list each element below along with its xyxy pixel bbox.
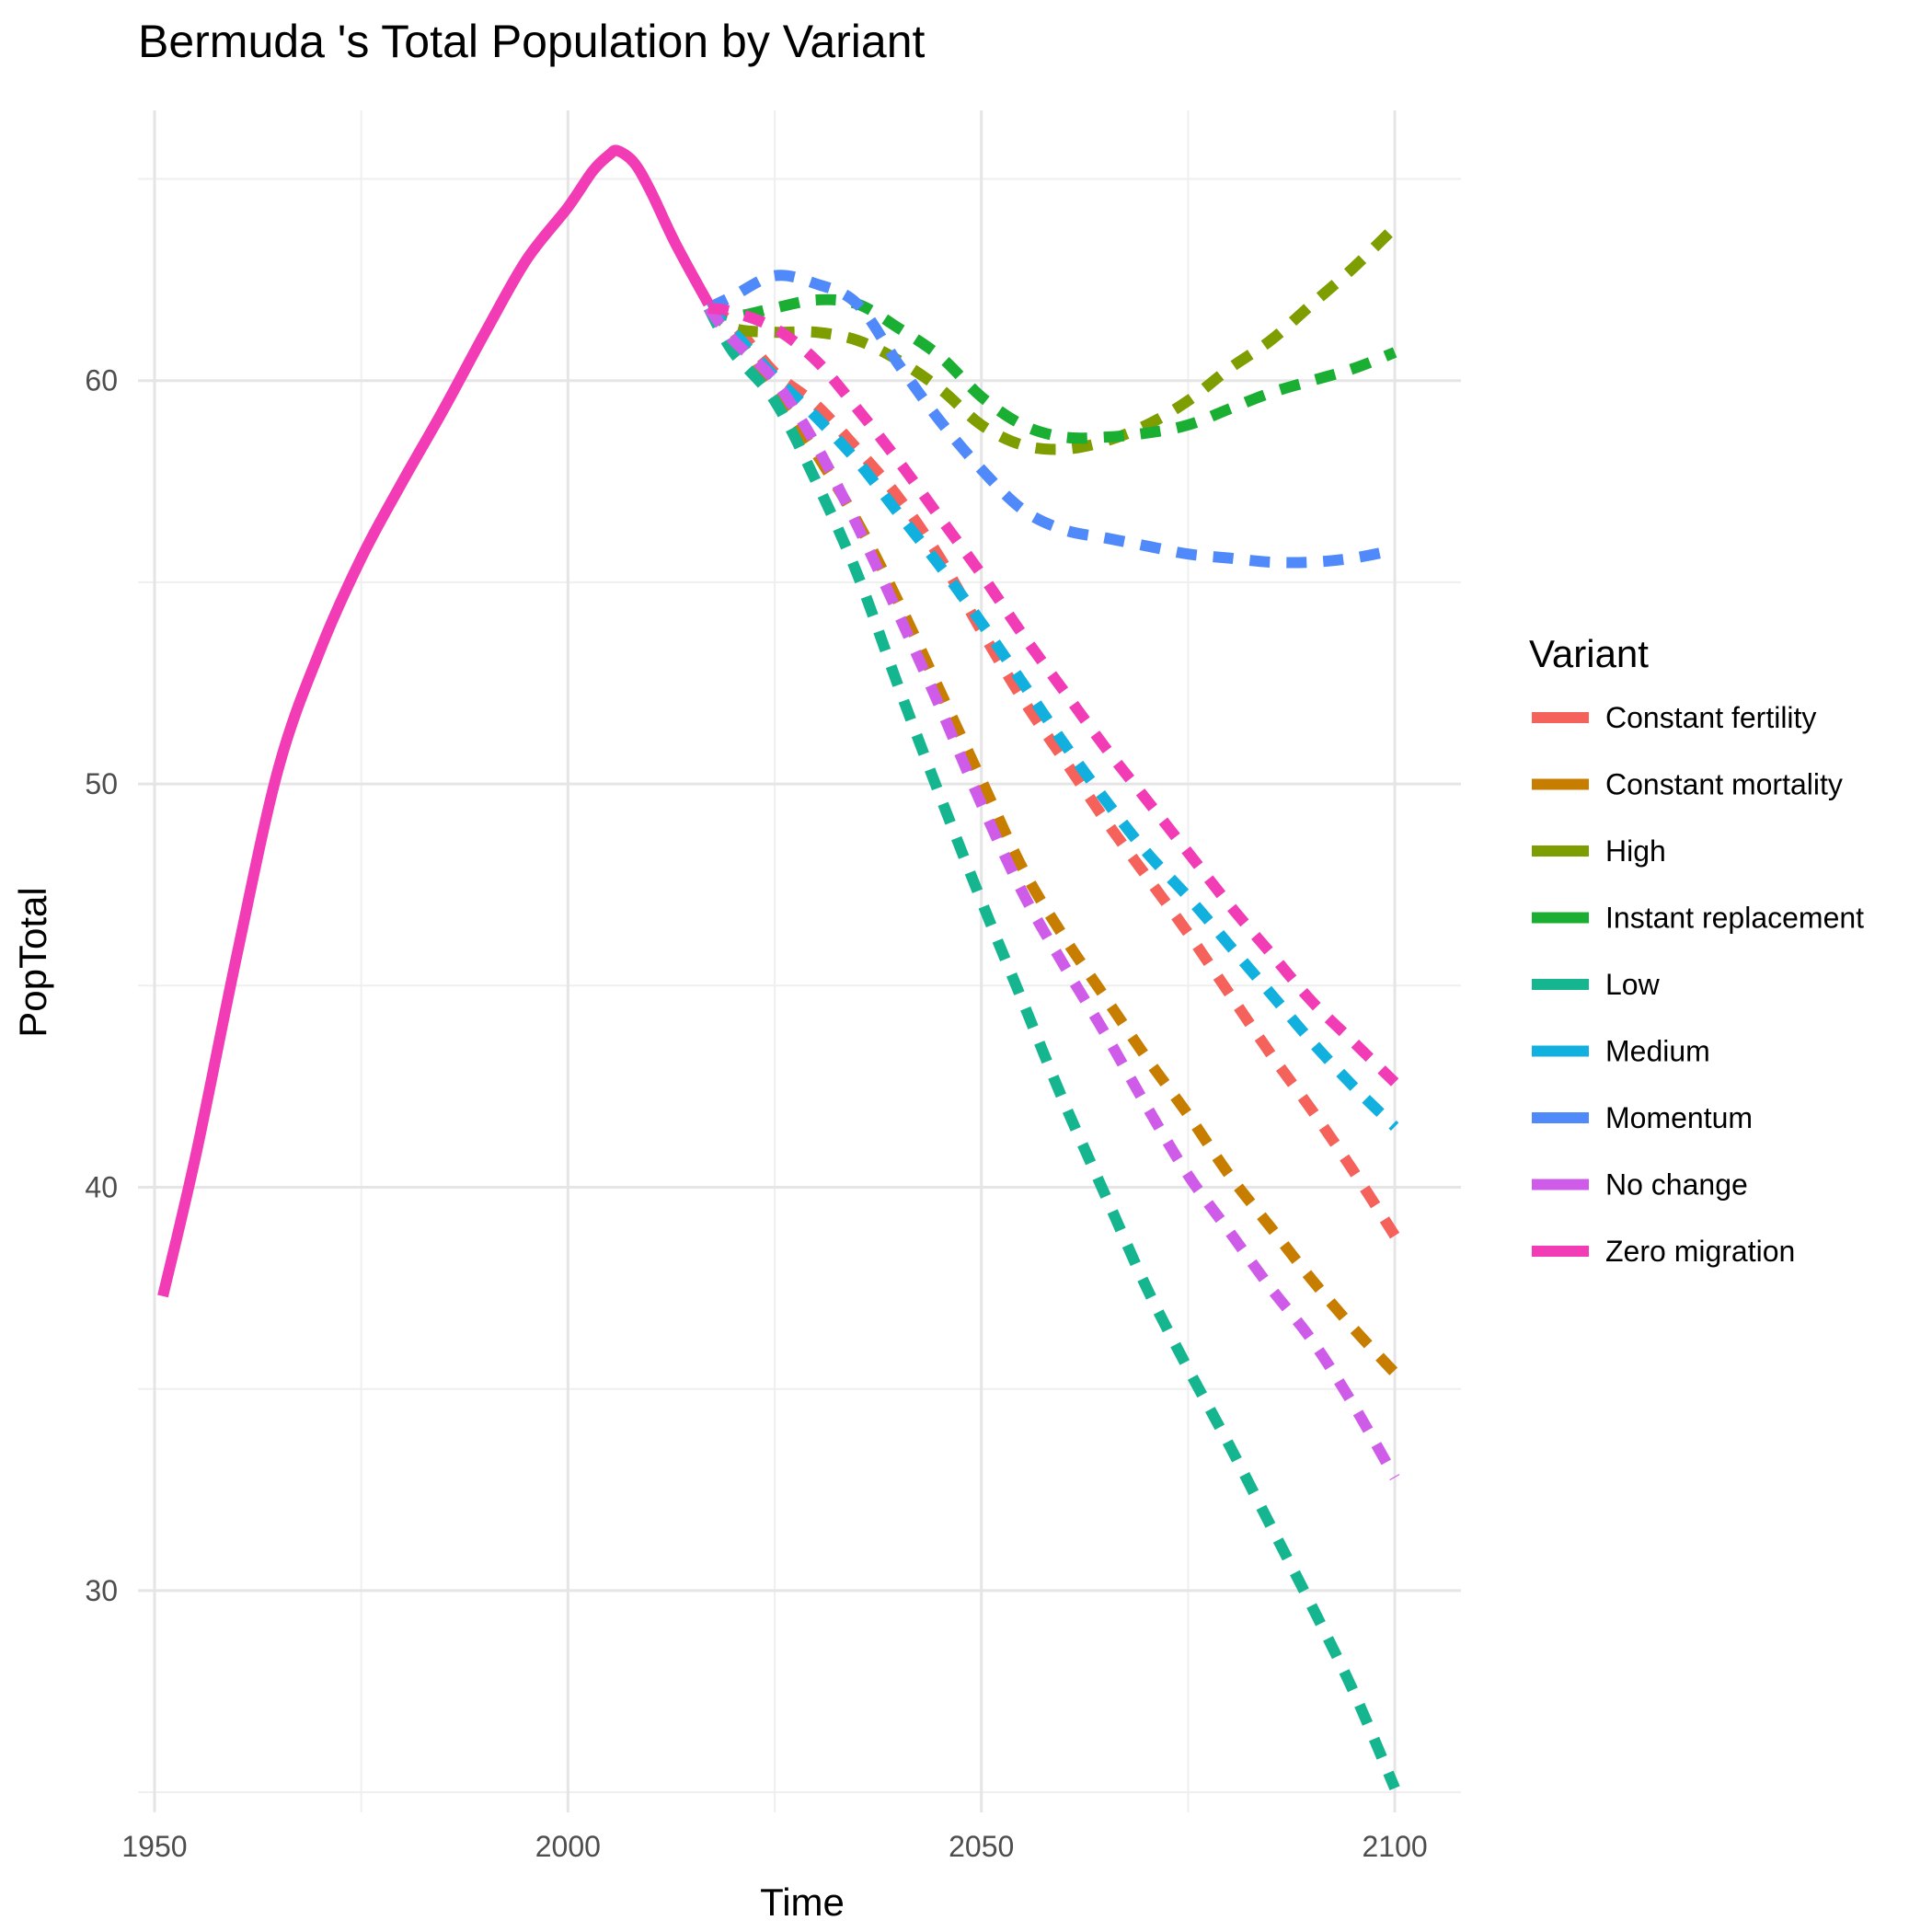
x-axis-title: Time — [760, 1880, 845, 1924]
series-line-no-change — [704, 305, 1400, 1481]
series-line-high — [705, 223, 1399, 455]
y-axis-title: PopTotal — [11, 887, 54, 1037]
x-tick-label: 2000 — [535, 1830, 601, 1863]
legend-label: Low — [1605, 968, 1661, 1001]
series-line-instant-replacement — [706, 293, 1397, 444]
legend-label: Zero migration — [1605, 1235, 1795, 1268]
x-tick-label: 2100 — [1363, 1830, 1428, 1863]
axis-layer: 1950 2000 2050 2100 30 40 50 60 — [85, 364, 1427, 1863]
legend-item-momentum: Momentum — [1532, 1101, 1753, 1134]
legend-item-zero-migration: Zero migration — [1532, 1235, 1795, 1268]
y-tick-label: 30 — [85, 1574, 118, 1607]
legend-title: Variant — [1529, 632, 1649, 675]
legend-label: No change — [1605, 1168, 1748, 1202]
grid-layer — [138, 110, 1461, 1812]
legend: Variant Constant fertility Constant morta… — [1529, 632, 1864, 1268]
legend-label: High — [1605, 834, 1666, 868]
legend-label: Instant replacement — [1605, 902, 1864, 935]
legend-item-medium: Medium — [1532, 1035, 1710, 1068]
series-layer — [157, 144, 1400, 1791]
legend-item-high: High — [1532, 834, 1666, 868]
legend-label: Medium — [1605, 1035, 1710, 1068]
legend-item-instant-replacement: Instant replacement — [1532, 902, 1864, 935]
y-tick-label: 50 — [85, 767, 118, 800]
series-line-momentum — [706, 270, 1397, 569]
series-line-zero-migration — [707, 302, 1399, 1087]
x-tick-label: 2050 — [949, 1830, 1014, 1863]
series-line-low — [703, 305, 1400, 1791]
legend-item-constant-fertility: Constant fertility — [1532, 701, 1816, 734]
legend-label: Constant mortality — [1605, 768, 1843, 801]
y-tick-label: 60 — [85, 364, 118, 397]
legend-item-low: Low — [1532, 968, 1661, 1001]
legend-label: Momentum — [1605, 1101, 1753, 1134]
chart-title: Bermuda 's Total Population by Variant — [138, 16, 926, 67]
historical-population-line — [157, 144, 714, 1298]
series-line-constant-mortality — [704, 304, 1399, 1377]
series-line-medium — [704, 304, 1399, 1131]
legend-items: Constant fertility Constant mortality High… — [1532, 701, 1864, 1268]
legend-label: Constant fertility — [1605, 701, 1816, 734]
x-tick-label: 1950 — [121, 1830, 187, 1863]
legend-item-constant-mortality: Constant mortality — [1532, 768, 1843, 801]
y-tick-label: 40 — [85, 1170, 118, 1203]
legend-item-no-change: No change — [1532, 1168, 1748, 1202]
